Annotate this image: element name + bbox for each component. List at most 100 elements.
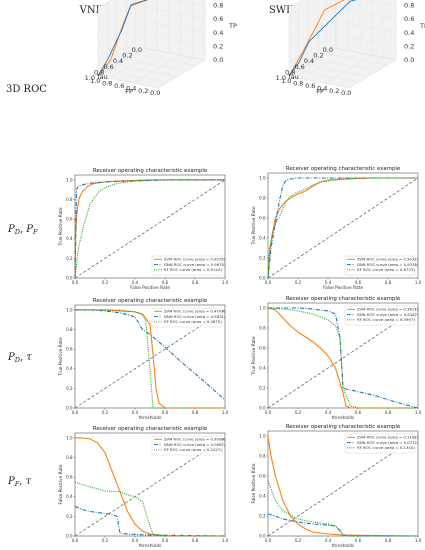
- grid-line: [288, 20, 337, 49]
- y-tick-label: 0.6: [259, 215, 266, 220]
- x-axis-label: thresholds: [332, 415, 355, 421]
- series-line-rf: [74, 481, 225, 537]
- tp-axis-label: TP: [419, 22, 425, 30]
- y-tick-label: 0.8: [66, 455, 73, 460]
- legend: SVM ROC curve (area = 0.1162)DNN ROC cur…: [344, 433, 419, 454]
- grid-line: [133, 55, 182, 84]
- fp-tick-label: 0.8: [102, 80, 112, 88]
- grid-line: [116, 64, 177, 77]
- legend-entry-dnn: DNN ROC curve (area = 0.5831): [164, 314, 226, 319]
- y-tick-label: 1.0: [259, 175, 266, 180]
- grid-line: [97, 20, 146, 49]
- grid-line: [145, 57, 194, 86]
- plot-swir_pftau: Receiver operating characteristic exampl…: [251, 424, 422, 549]
- y-tick-label: 0.4: [66, 494, 73, 499]
- plot-title: Receiver operating characteristic exampl…: [286, 296, 401, 302]
- legend-box: [151, 255, 223, 276]
- y-tick-label: 1.0: [66, 307, 73, 312]
- roc-3d-curve: [288, 0, 357, 77]
- tp-tick-label: 0.6: [404, 15, 414, 23]
- row-label-pd-tau: PD, τ: [7, 352, 32, 364]
- tau-tick-label: 0.0: [323, 46, 333, 54]
- legend: SVM ROC curve (area = 0.9032)DNN ROC cur…: [344, 255, 419, 276]
- y-tick-label: 0.2: [66, 386, 73, 391]
- y-tick-label: 0.0: [66, 275, 73, 280]
- fp-tick-label: 0.0: [341, 89, 351, 97]
- legend-entry-dnn: DNN ROC curve (area = 0.9338): [357, 262, 419, 267]
- x-tick-label: 0.4: [325, 410, 332, 415]
- y-tick-label: 0.4: [259, 365, 266, 370]
- y-tick-label: 1.0: [66, 435, 73, 440]
- legend-box: [344, 433, 416, 454]
- y-tick-label: 0.4: [66, 236, 73, 241]
- series-line-dnn: [74, 179, 225, 279]
- roc-3d-curve: [288, 0, 345, 77]
- y-axis-label: True Positive Rate: [251, 206, 257, 246]
- plot-title: Receiver operating characteristic exampl…: [286, 166, 401, 172]
- grid-line: [107, 70, 168, 83]
- plot-swir_pdpf: Receiver operating characteristic exampl…: [251, 166, 422, 291]
- y-tick-label: 0.8: [66, 327, 73, 332]
- x-tick-label: 0.2: [295, 538, 302, 543]
- x-tick-label: 1.0: [415, 538, 422, 543]
- grid-line: [335, 34, 397, 47]
- fp-tick-label: 0.6: [114, 82, 124, 90]
- y-tick-label: 0.6: [259, 345, 266, 350]
- legend-entry-rf: RF ROC curve (area = 0.1340): [357, 445, 415, 450]
- grid-line: [97, 0, 135, 22]
- fp-tick-label: 0.4: [126, 84, 136, 92]
- x-tick-label: 0.0: [72, 280, 79, 285]
- x-tick-label: 0.6: [162, 280, 169, 285]
- x-axis-label: thresholds: [139, 415, 162, 421]
- row-label-3d-roc: 3D ROC: [6, 84, 47, 95]
- grid-line: [300, 50, 349, 79]
- legend-entry-rf: RF ROC curve (area = 0.9142): [164, 267, 222, 272]
- x-tick-label: 0.0: [265, 538, 272, 543]
- x-tick-label: 0.2: [102, 280, 109, 285]
- x-tick-label: 0.0: [265, 410, 272, 415]
- series-line-dnn: [74, 506, 226, 537]
- grid-line: [335, 20, 397, 33]
- plot-3d-vnir: 1.01.00.00.80.80.20.60.60.40.40.40.60.20…: [85, 0, 237, 97]
- grid-line: [176, 0, 206, 6]
- legend: SVM ROC curve (area = 0.3009)DNN ROC cur…: [151, 435, 226, 456]
- grid-line: [326, 53, 387, 66]
- grid-line: [126, 59, 187, 72]
- tau-tick-label: 1.0: [85, 74, 95, 82]
- tp-tick-label: 0.2: [404, 42, 414, 50]
- legend-entry-svm: SVM ROC curve (area = 0.9579): [164, 257, 226, 262]
- tau-tick-label: 0.6: [103, 63, 113, 71]
- y-tick-label: 0.2: [259, 513, 266, 518]
- grid-line: [312, 52, 361, 81]
- fp-tick-label: 0.6: [305, 82, 315, 90]
- legend-box: [151, 435, 223, 456]
- y-axis-label: True Positive Rate: [251, 336, 257, 376]
- tau-tick-label: 0.2: [122, 52, 132, 60]
- grid-line: [324, 55, 373, 84]
- tau-axis-label: Tau: [96, 73, 108, 81]
- legend: SVM ROC curve (area = 0.4703)DNN ROC cur…: [151, 307, 226, 328]
- x-tick-label: 0.8: [192, 538, 199, 543]
- legend: SVM ROC curve (area = 0.3617)DNN ROC cur…: [344, 305, 419, 326]
- plot-title: Receiver operating characteristic exampl…: [93, 298, 208, 304]
- grid-line: [288, 0, 326, 22]
- series-line-svm: [267, 307, 418, 409]
- fp-tick-label: 0.4: [317, 84, 327, 92]
- tp-tick-label: 0.2: [213, 42, 223, 50]
- x-tick-label: 0.8: [192, 410, 199, 415]
- tp-tick-label: 0.4: [213, 29, 223, 37]
- x-tick-label: 1.0: [415, 280, 422, 285]
- series-line-rf: [267, 480, 418, 537]
- x-tick-label: 0.8: [385, 538, 392, 543]
- series-line-rf: [267, 177, 418, 279]
- legend-entry-dnn: DNN ROC curve (area = 0.0967): [164, 442, 226, 447]
- grid-line: [109, 50, 158, 79]
- grid-line: [336, 57, 385, 86]
- x-tick-label: 0.6: [162, 538, 169, 543]
- x-tick-label: 0.4: [325, 538, 332, 543]
- legend-entry-rf: RF ROC curve (area = 0.3997): [357, 317, 415, 322]
- y-tick-label: 1.0: [66, 177, 73, 182]
- tp-tick-label: 0.6: [213, 15, 223, 23]
- y-tick-label: 0.4: [66, 366, 73, 371]
